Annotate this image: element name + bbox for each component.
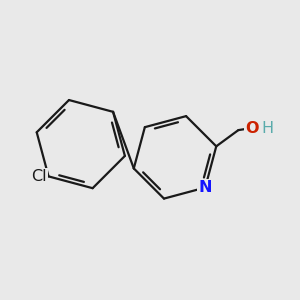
Text: N: N xyxy=(199,180,212,195)
Text: Cl: Cl xyxy=(32,169,47,184)
Text: H: H xyxy=(261,121,273,136)
Text: O: O xyxy=(246,121,259,136)
